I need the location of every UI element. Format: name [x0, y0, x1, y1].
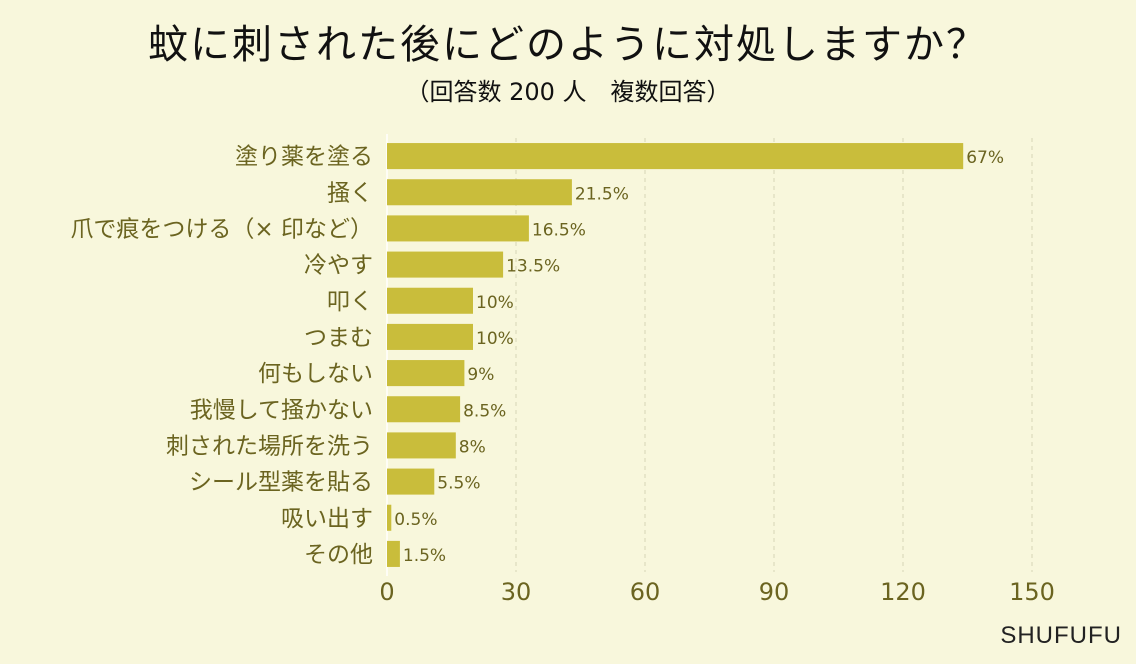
bar [387, 360, 465, 387]
data-label: 1.5% [403, 546, 446, 566]
data-label: 8% [459, 437, 486, 457]
bar [387, 540, 400, 567]
bar [387, 396, 461, 423]
bar [387, 179, 572, 206]
category-label: 吸い出す [281, 506, 373, 532]
x-tick-label: 30 [501, 578, 532, 606]
data-label: 5.5% [437, 474, 480, 494]
x-tick-label: 60 [630, 578, 661, 606]
x-tick-label: 90 [759, 578, 790, 606]
category-label: 何もしない [258, 361, 373, 387]
bar [387, 251, 504, 278]
category-label: 塗り薬を塗る [235, 144, 373, 170]
data-label: 8.5% [463, 401, 506, 421]
category-label: つまむ [304, 325, 373, 351]
category-label: 掻く [327, 180, 373, 206]
bar [387, 504, 392, 531]
data-label: 21.5% [575, 184, 629, 204]
data-label: 9% [467, 365, 494, 385]
bar [387, 432, 456, 459]
x-tick-label: 150 [1009, 578, 1055, 606]
category-label: 爪で痕をつける（× 印など） [70, 216, 373, 242]
category-label: 冷やす [304, 253, 373, 279]
category-label: シール型薬を貼る [189, 470, 373, 496]
bar [387, 323, 473, 350]
chart-subtitle: （回答数 200 人 複数回答） [405, 78, 731, 106]
data-label: 0.5% [394, 510, 437, 530]
category-label: 刺された場所を洗う [166, 433, 373, 459]
bar [387, 143, 964, 170]
data-label: 67% [966, 148, 1004, 168]
data-label: 10% [476, 329, 514, 349]
data-label: 16.5% [532, 220, 586, 240]
brand-logo-text: SHUFUFU [1000, 622, 1122, 649]
category-label: その他 [304, 542, 373, 568]
category-label: 我慢して掻かない [190, 397, 373, 423]
bar [387, 287, 473, 314]
data-label: 13.5% [506, 257, 560, 277]
category-label: 叩く [327, 289, 373, 315]
bar [387, 468, 435, 495]
x-tick-label: 0 [379, 578, 394, 606]
x-tick-label: 120 [880, 578, 926, 606]
data-label: 10% [476, 293, 514, 313]
bar [387, 215, 529, 242]
chart-title: 蚊に刺された後にどのように対処しますか？ [148, 22, 988, 68]
